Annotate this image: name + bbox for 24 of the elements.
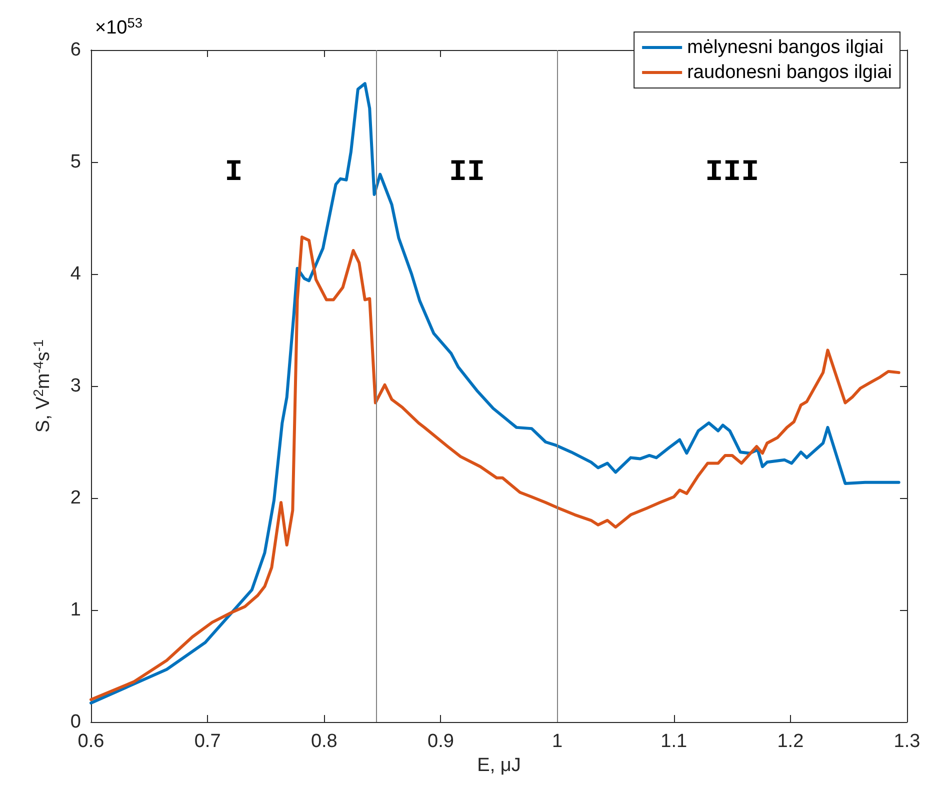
x-tick-label: 0.6 — [78, 731, 104, 752]
annotation: I — [224, 156, 243, 190]
y-tick-label: 6 — [70, 40, 81, 60]
x-axis-title: E, μJ — [477, 755, 521, 776]
y-tick-label: 5 — [70, 152, 81, 172]
legend-label: mėlynesni bangos ilgiai — [687, 37, 884, 58]
y-tick-label: 2 — [70, 488, 81, 508]
x-tick-label: 1.3 — [894, 731, 920, 752]
y-axis-title: S, V2m-4s-1 — [31, 339, 54, 433]
x-tick-label: 0.7 — [194, 731, 221, 752]
y-tick-label: 1 — [70, 600, 81, 620]
annotation: II — [448, 156, 485, 190]
line-series — [90, 82, 900, 704]
line-series — [90, 236, 900, 702]
y-tick-label: 0 — [70, 712, 81, 732]
y-tick-label: 4 — [70, 264, 82, 284]
x-tick-label: 1 — [552, 731, 563, 752]
x-tick-label: 0.8 — [310, 731, 338, 752]
x-tick-label: 1.1 — [660, 731, 688, 752]
x-tick-label: 0.9 — [428, 731, 454, 752]
y-tick-label: 3 — [70, 376, 81, 396]
x-tick-label: 1.2 — [777, 731, 804, 752]
annotation: III — [705, 156, 760, 190]
legend-label: raudonesni bangos ilgiai — [687, 62, 892, 83]
